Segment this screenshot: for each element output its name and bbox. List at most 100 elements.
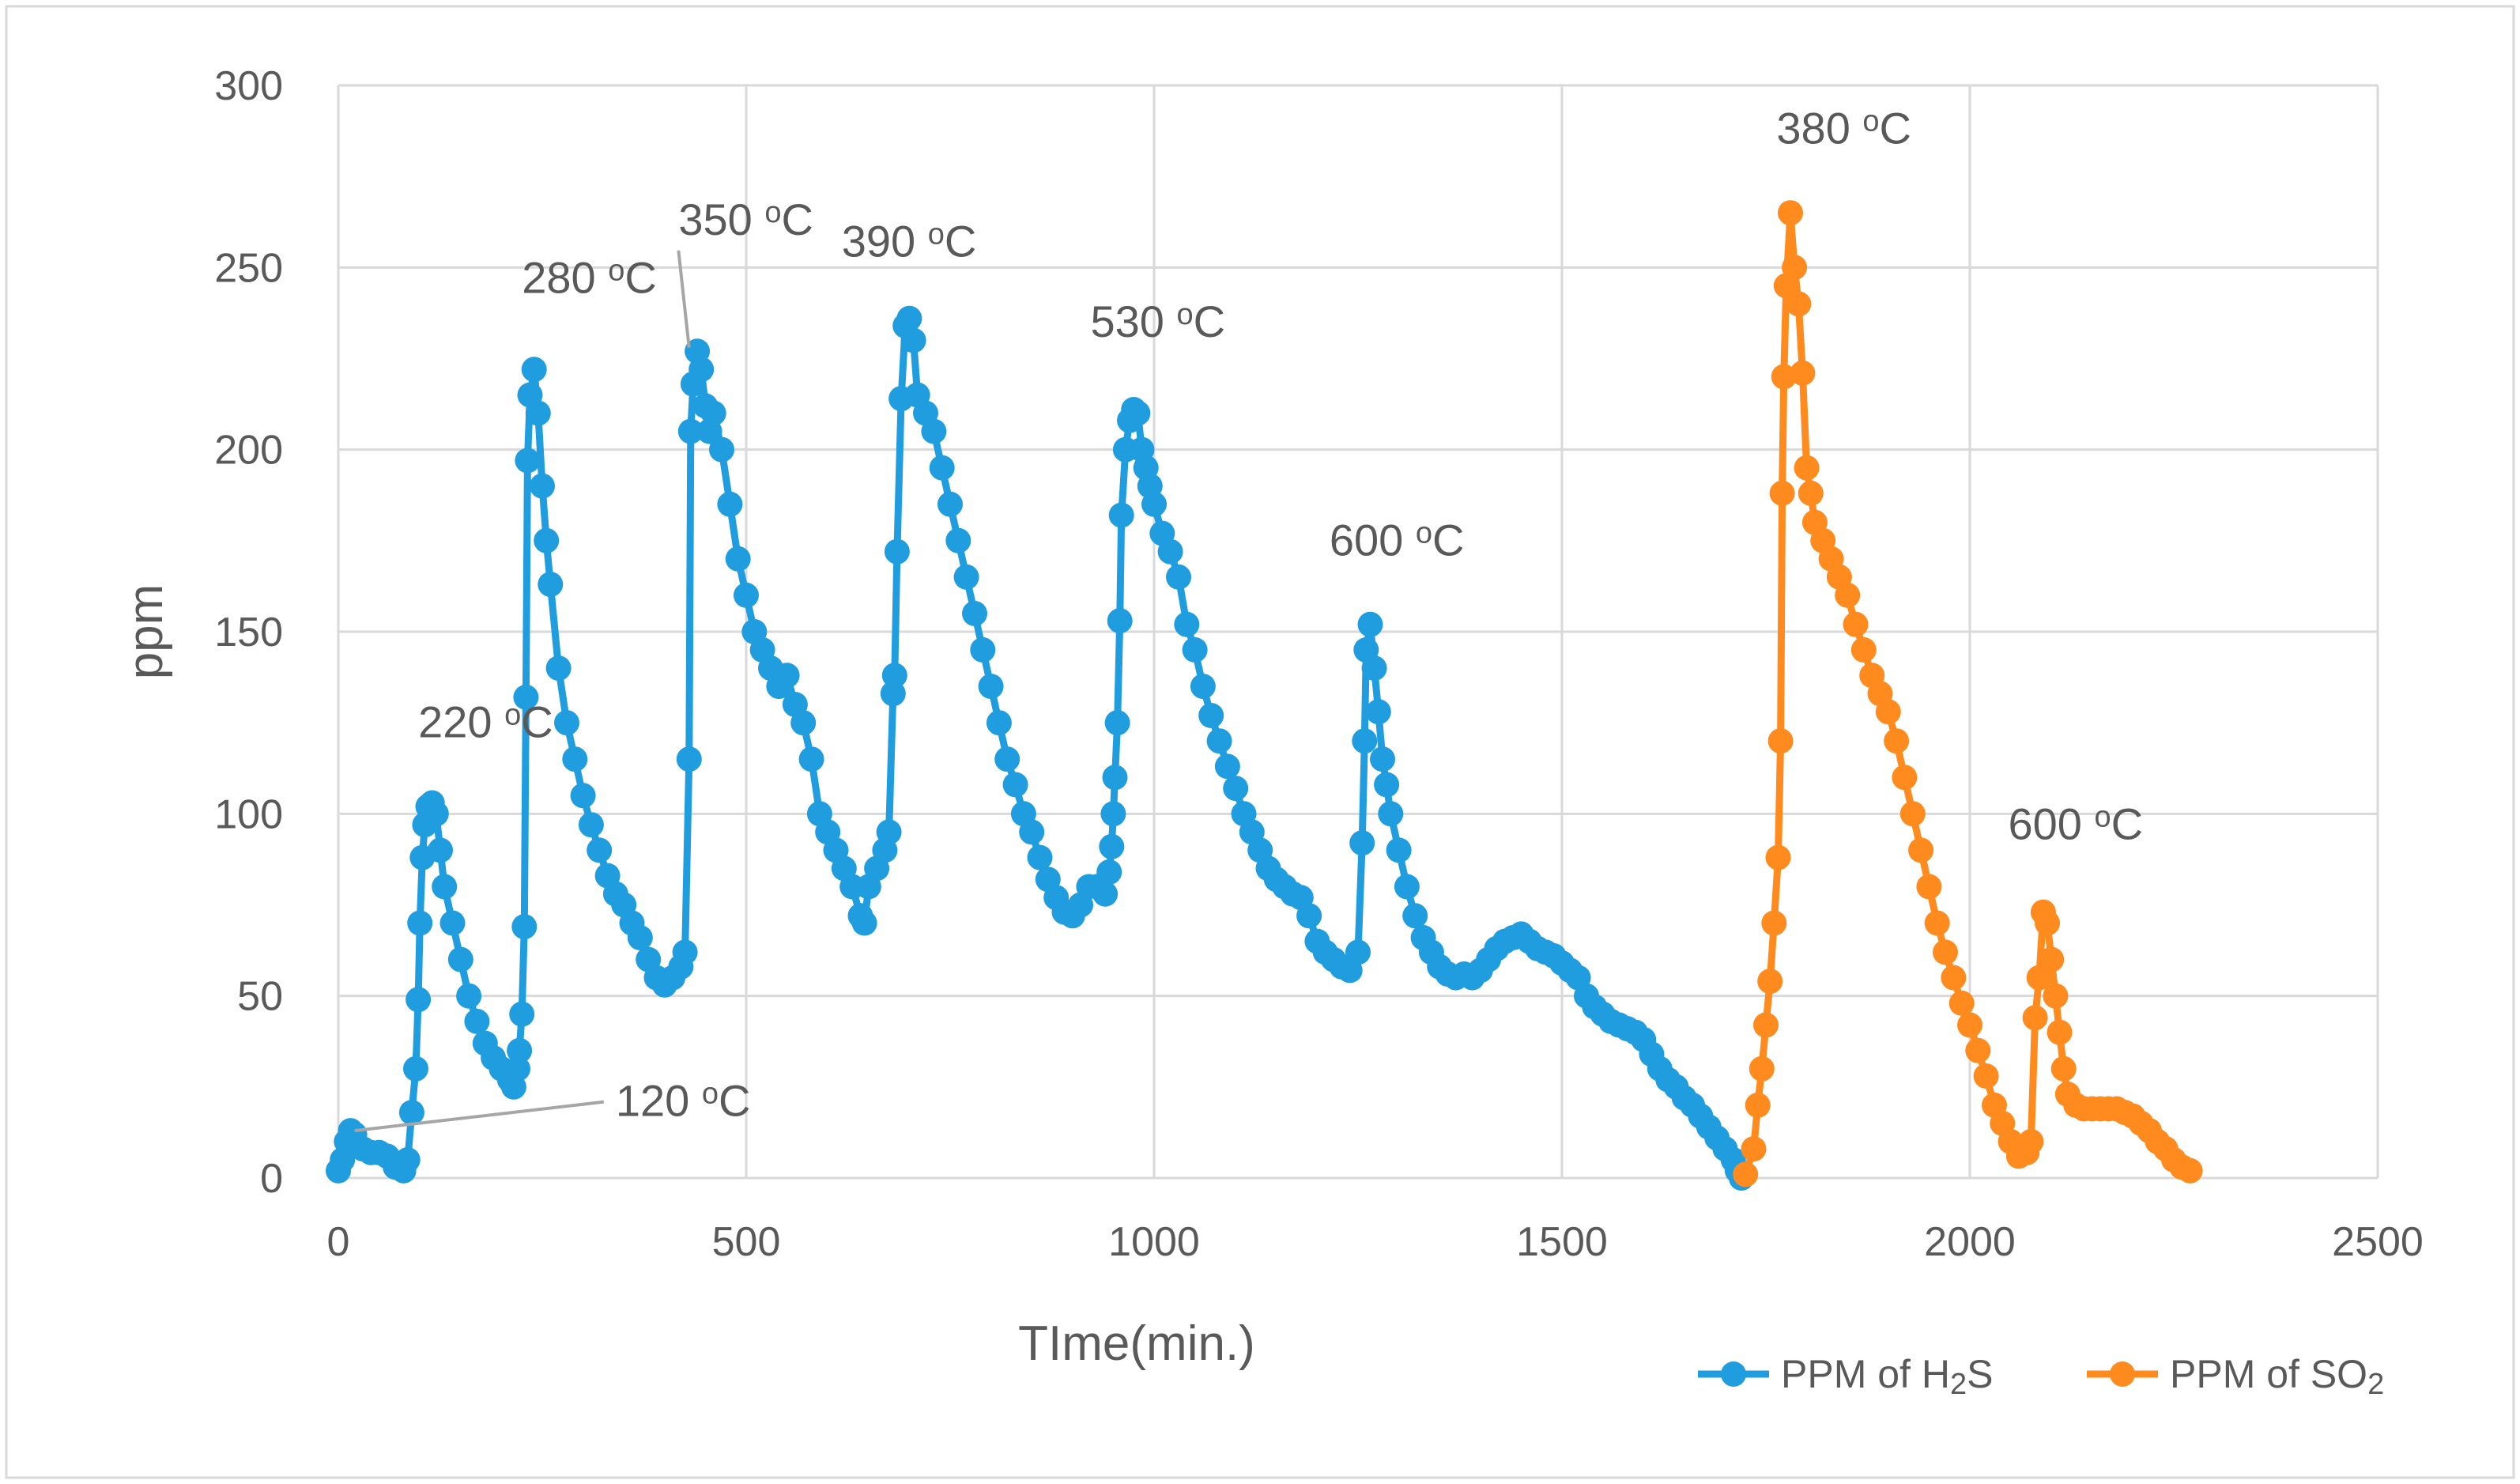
data-point	[1908, 837, 1934, 863]
data-point	[851, 910, 877, 936]
data-point	[1394, 874, 1420, 900]
data-point	[1361, 655, 1387, 682]
data-point	[525, 400, 551, 426]
x-tick-label: 0	[327, 1219, 350, 1265]
data-point	[953, 564, 979, 590]
data-point	[774, 663, 800, 689]
data-point	[1125, 400, 1151, 426]
annotation-value: 600	[2009, 799, 2095, 849]
data-point	[1957, 1012, 1982, 1038]
temperature-annotation: 600 oC	[2009, 799, 2144, 849]
data-point	[2026, 965, 2052, 991]
data-point	[1104, 710, 1130, 736]
data-point	[1892, 765, 1918, 791]
data-point	[545, 655, 572, 682]
data-point	[554, 710, 579, 736]
data-point	[978, 674, 1004, 700]
temperature-annotation: 600 oC	[1330, 515, 1465, 565]
data-point	[1767, 728, 1794, 754]
data-point	[1345, 939, 1371, 965]
y-tick-label: 150	[214, 610, 283, 655]
annotation-label: 120 oC	[616, 1076, 751, 1126]
annotation-unit: C	[2111, 799, 2143, 849]
data-point	[1214, 753, 1240, 780]
y-tick-label: 0	[260, 1156, 283, 1202]
data-point	[1378, 801, 1404, 827]
data-point	[538, 572, 564, 598]
data-point	[1166, 564, 1191, 590]
legend-marker	[2110, 1361, 2135, 1387]
data-point	[1745, 1092, 1771, 1118]
data-point	[790, 710, 817, 736]
y-axis-title: ppm	[119, 584, 173, 680]
data-point	[1941, 965, 1967, 991]
data-point	[1206, 728, 1232, 754]
data-point	[1374, 772, 1400, 798]
data-point	[1749, 1055, 1775, 1082]
data-point	[994, 746, 1020, 772]
data-point	[1100, 801, 1126, 827]
data-point	[677, 418, 704, 444]
data-point	[2035, 910, 2060, 936]
annotation-value: 120	[616, 1076, 702, 1126]
annotation-degree: o	[1862, 105, 1879, 138]
data-point	[1794, 455, 1820, 481]
data-point	[1769, 480, 1795, 506]
annotation-unit: C	[781, 194, 813, 244]
data-point	[1027, 844, 1053, 870]
annotation-value: 380	[1776, 104, 1862, 153]
data-point	[798, 746, 824, 772]
temperature-annotation: 280 oC	[522, 253, 657, 303]
series-h2s	[326, 305, 1754, 1191]
data-point	[1107, 608, 1133, 634]
legend-item-h2s: PPM of H2S	[1698, 1352, 1993, 1401]
data-point	[1198, 703, 1224, 728]
legend-label-main: PPM of H	[1781, 1352, 1950, 1396]
data-point	[880, 681, 906, 707]
annotation-degree: o	[2095, 801, 2111, 834]
data-point	[507, 1037, 533, 1063]
data-point	[921, 418, 947, 444]
data-point	[439, 910, 466, 936]
data-point	[432, 874, 458, 900]
annotation-degree: o	[928, 218, 945, 251]
annotation-unit: C	[624, 253, 656, 303]
data-point	[1761, 910, 1787, 936]
data-point	[1370, 746, 1395, 772]
data-point	[1141, 491, 1167, 517]
legend-label-subscript: 2	[2367, 1368, 2384, 1401]
data-point	[700, 400, 726, 426]
data-point	[587, 837, 613, 863]
annotation-unit: C	[1194, 296, 1225, 346]
series-group	[326, 200, 2203, 1191]
data-point	[398, 1100, 424, 1126]
data-point	[1349, 830, 1375, 856]
data-point	[1790, 360, 1816, 386]
temperature-annotation: 350 oC	[677, 194, 813, 348]
legend-item-so2: PPM of SO2	[2087, 1352, 2384, 1401]
data-point	[1843, 611, 1869, 637]
data-point	[688, 357, 715, 383]
legend-label: PPM of SO2	[2170, 1352, 2384, 1401]
annotation-degree: o	[702, 1078, 719, 1111]
data-point	[515, 447, 541, 474]
annotation-unit: C	[945, 217, 976, 266]
data-point	[1182, 637, 1208, 663]
chart-border	[5, 5, 2515, 1479]
data-point	[509, 1001, 535, 1027]
gridlines	[337, 84, 2379, 1180]
data-point	[717, 491, 743, 517]
data-point	[1899, 801, 1926, 827]
data-point	[676, 746, 702, 772]
data-point	[2022, 1005, 2048, 1031]
series-so2	[1733, 200, 2203, 1188]
annotation-degree: o	[764, 196, 781, 229]
annotation-unit: C	[719, 1076, 750, 1126]
data-point	[937, 491, 963, 517]
data-point	[1965, 1037, 1991, 1063]
data-point	[562, 746, 588, 772]
legend-marker	[1721, 1361, 1746, 1387]
data-point	[1402, 903, 1428, 929]
data-point	[1835, 582, 1861, 608]
data-point	[406, 987, 432, 1013]
